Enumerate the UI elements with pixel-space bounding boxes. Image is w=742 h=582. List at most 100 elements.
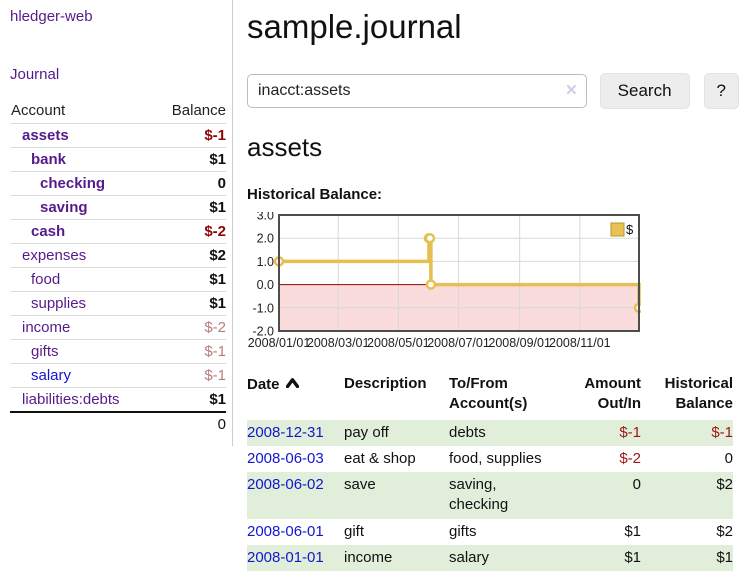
- account-link-liabilities-debts[interactable]: liabilities:debts: [22, 391, 120, 408]
- main-content: sample.journal ✕ Search ? assets Histori…: [247, 0, 739, 571]
- transaction-amount: $1: [624, 522, 641, 540]
- accounts-col-balance: Balance: [171, 102, 226, 119]
- account-row: assets $-1: [10, 123, 226, 148]
- transaction-date-link[interactable]: 2008-12-31: [247, 423, 324, 441]
- register-table: Date Description To/From Account(s) Amou…: [247, 372, 733, 571]
- svg-text:3.0: 3.0: [257, 212, 274, 223]
- transaction-amount: $-2: [619, 449, 641, 467]
- accounts-total: 0: [153, 411, 226, 436]
- svg-text:2.0: 2.0: [257, 232, 274, 246]
- account-link-expenses[interactable]: expenses: [22, 247, 87, 264]
- search-input[interactable]: [247, 74, 587, 108]
- transaction-balance: $2: [716, 522, 733, 540]
- transaction-description: pay off: [344, 423, 389, 441]
- account-balance: $-2: [153, 219, 226, 244]
- account-page-title: assets: [247, 132, 323, 162]
- account-balance: $2: [153, 243, 226, 268]
- transaction-balance: 0: [724, 449, 733, 467]
- account-balance: $-1: [153, 339, 226, 364]
- app-brand-link[interactable]: hledger-web: [10, 8, 93, 25]
- historical-balance-chart: $3.0 2.0 1.0 0.0 -1.0 -2.0 2008/01/01 2008/03/0…: [247, 209, 645, 354]
- account-row: salary $-1: [10, 363, 226, 388]
- account-row: supplies $1: [10, 291, 226, 316]
- transaction-date-link[interactable]: 2008-01-01: [247, 548, 324, 566]
- account-balance: $1: [153, 147, 226, 172]
- transaction-amount: 0: [632, 476, 641, 493]
- register-row: 2008-06-01 gift gifts $1 $2: [247, 519, 733, 545]
- account-balance: $1: [153, 195, 226, 220]
- account-row: saving $1: [10, 195, 226, 220]
- search-button[interactable]: Search: [599, 73, 690, 109]
- nav-journal-link[interactable]: Journal: [10, 66, 60, 83]
- svg-text:2008/07/01: 2008/07/01: [427, 336, 490, 350]
- register-col-amount: Amount Out/In: [584, 375, 641, 413]
- transaction-balance: $-1: [711, 423, 733, 441]
- account-link-income[interactable]: income: [22, 319, 71, 336]
- transaction-amount: $-1: [619, 423, 641, 441]
- account-balance: $1: [153, 387, 226, 412]
- page-title: sample.journal: [247, 8, 462, 45]
- chart-heading: Historical Balance:: [247, 186, 383, 203]
- help-button[interactable]: ?: [703, 73, 739, 109]
- transaction-accounts: saving, checking: [449, 476, 509, 514]
- register-col-date[interactable]: Date: [247, 372, 344, 420]
- transaction-date-link[interactable]: 2008-06-03: [247, 449, 324, 467]
- account-link-cash[interactable]: cash: [31, 223, 66, 240]
- account-row: bank $1: [10, 147, 226, 172]
- account-link-gifts[interactable]: gifts: [31, 343, 59, 360]
- account-balance: $-1: [153, 123, 226, 148]
- svg-text:$: $: [626, 222, 634, 237]
- transaction-accounts: salary: [449, 548, 490, 566]
- svg-text:2008/05/01: 2008/05/01: [367, 336, 430, 350]
- accounts-table: Account Balance assets $-1 bank $1 checkin…: [10, 99, 226, 436]
- transaction-accounts: gifts: [449, 522, 477, 540]
- account-row: gifts $-1: [10, 339, 226, 364]
- svg-text:-2.0: -2.0: [252, 325, 274, 339]
- transaction-description: income: [344, 548, 393, 566]
- account-link-salary[interactable]: salary: [31, 367, 72, 384]
- svg-text:2008/09/01: 2008/09/01: [488, 336, 551, 350]
- svg-text:-1.0: -1.0: [252, 301, 274, 315]
- account-balance: $-1: [153, 363, 226, 388]
- sort-ascending-icon: [285, 374, 299, 394]
- register-row: 2008-12-31 pay off debts $-1 $-1: [247, 419, 733, 446]
- account-balance: $1: [153, 291, 226, 316]
- account-balance: $-2: [153, 315, 226, 340]
- accounts-total-row: 0: [10, 411, 226, 436]
- transaction-description: gift: [344, 522, 365, 540]
- account-link-saving[interactable]: saving: [40, 199, 88, 216]
- transaction-date-link[interactable]: 2008-06-01: [247, 522, 324, 540]
- transaction-date-link[interactable]: 2008-06-02: [247, 476, 324, 493]
- register-col-description: Description: [344, 375, 427, 392]
- register-col-tofrom: To/From Account(s): [449, 375, 528, 413]
- account-link-food[interactable]: food: [31, 271, 61, 288]
- account-row: cash $-2: [10, 219, 226, 244]
- account-balance: $1: [153, 267, 226, 292]
- account-link-assets[interactable]: assets: [22, 127, 69, 144]
- svg-text:2008/03/01: 2008/03/01: [307, 336, 370, 350]
- transaction-description: eat & shop: [344, 449, 416, 467]
- svg-text:2008/01/01: 2008/01/01: [248, 336, 311, 350]
- transaction-description: save: [344, 476, 376, 493]
- svg-text:2008/11/01: 2008/11/01: [549, 336, 611, 350]
- transaction-balance: $2: [716, 476, 733, 493]
- transaction-accounts: debts: [449, 423, 486, 441]
- account-link-checking[interactable]: checking: [40, 175, 106, 192]
- transaction-balance: $1: [716, 548, 733, 566]
- account-row: checking 0: [10, 171, 226, 196]
- account-row: income $-2: [10, 315, 226, 340]
- register-row: 2008-06-03 eat & shop food, supplies $-2…: [247, 446, 733, 472]
- register-row: 2008-01-01 income salary $1 $1: [247, 544, 733, 571]
- accounts-col-account: Account: [11, 102, 66, 119]
- clear-search-icon[interactable]: ✕: [565, 82, 578, 99]
- account-row: liabilities:debts $1: [10, 387, 226, 412]
- account-link-bank[interactable]: bank: [31, 151, 67, 168]
- register-col-balance: Historical Balance: [664, 375, 733, 413]
- account-balance: 0: [153, 171, 226, 196]
- svg-text:1.0: 1.0: [257, 255, 274, 269]
- account-link-supplies[interactable]: supplies: [31, 295, 87, 312]
- account-row: expenses $2: [10, 243, 226, 268]
- account-row: food $1: [10, 267, 226, 292]
- transaction-accounts: food, supplies: [449, 449, 542, 467]
